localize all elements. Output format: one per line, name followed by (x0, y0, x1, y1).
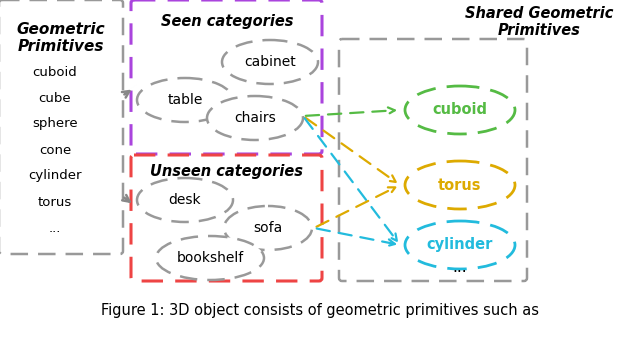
Text: bookshelf: bookshelf (177, 251, 244, 265)
Text: sphere: sphere (32, 118, 78, 130)
Text: cube: cube (38, 92, 71, 104)
Text: ...: ... (452, 261, 467, 276)
Ellipse shape (405, 221, 515, 269)
Ellipse shape (137, 178, 233, 222)
Text: chairs: chairs (234, 111, 276, 125)
Text: table: table (167, 93, 203, 107)
Text: cuboid: cuboid (33, 65, 77, 79)
Text: torus: torus (438, 178, 482, 192)
Ellipse shape (137, 78, 233, 122)
Ellipse shape (224, 206, 312, 250)
Text: Seen categories: Seen categories (161, 14, 293, 29)
Text: sofa: sofa (253, 221, 283, 235)
Text: cone: cone (39, 144, 71, 156)
Text: torus: torus (38, 195, 72, 209)
Text: Geometric
Primitives: Geometric Primitives (17, 22, 106, 54)
Ellipse shape (405, 161, 515, 209)
Ellipse shape (207, 96, 303, 140)
Text: Figure 1: 3D object consists of geometric primitives such as: Figure 1: 3D object consists of geometri… (101, 303, 539, 317)
Text: cabinet: cabinet (244, 55, 296, 69)
Ellipse shape (405, 86, 515, 134)
Text: Shared Geometric
Primitives: Shared Geometric Primitives (465, 6, 613, 38)
Text: ...: ... (49, 221, 61, 235)
Text: desk: desk (169, 193, 202, 207)
Text: Unseen categories: Unseen categories (150, 164, 303, 179)
Ellipse shape (222, 40, 318, 84)
Text: cuboid: cuboid (433, 102, 488, 118)
Text: cylinder: cylinder (28, 170, 82, 183)
Ellipse shape (156, 236, 264, 280)
Text: cylinder: cylinder (427, 238, 493, 252)
